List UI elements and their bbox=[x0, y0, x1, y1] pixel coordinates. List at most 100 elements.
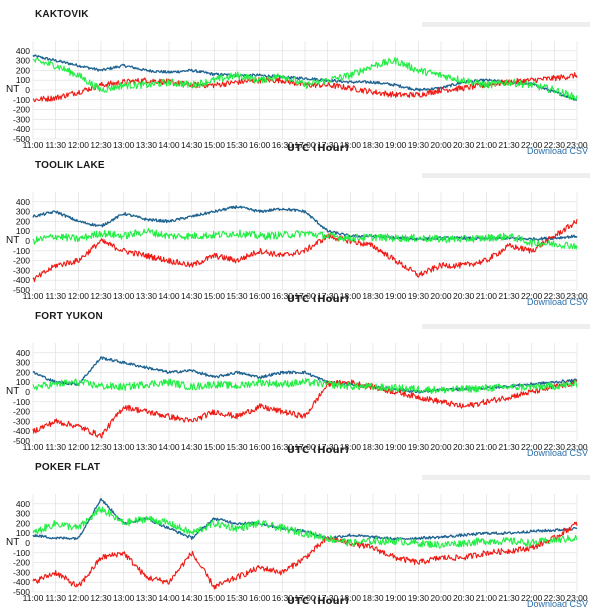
download-csv-link[interactable]: Download CSV bbox=[526, 599, 588, 609]
series-line-green bbox=[32, 56, 578, 101]
x-tick-label: 13:00 bbox=[113, 291, 135, 301]
x-tick-label: 13:30 bbox=[136, 291, 158, 301]
x-tick-label: 17:30 bbox=[317, 140, 339, 150]
series-line-red bbox=[32, 521, 578, 590]
y-tick-label: -200 bbox=[13, 558, 30, 568]
x-tick-label: 17:00 bbox=[294, 140, 316, 150]
x-tick-label: 20:00 bbox=[430, 291, 452, 301]
x-tick-label: 21:00 bbox=[476, 442, 498, 452]
x-tick-label: 15:00 bbox=[204, 442, 226, 452]
y-tick-label: 400 bbox=[16, 197, 30, 207]
y-tick-label: 0 bbox=[25, 538, 30, 548]
x-tick-label: 14:00 bbox=[158, 442, 180, 452]
range-selector[interactable] bbox=[422, 475, 590, 480]
x-tick-label: 15:30 bbox=[226, 593, 248, 603]
y-tick-label: -200 bbox=[13, 105, 30, 115]
x-tick-label: 20:00 bbox=[430, 140, 452, 150]
x-tick-label: 12:00 bbox=[68, 442, 90, 452]
y-tick-label: -400 bbox=[13, 577, 30, 587]
y-tick-label: -500 bbox=[13, 436, 30, 446]
x-tick-label: 13:30 bbox=[136, 140, 158, 150]
y-tick-label: 200 bbox=[16, 518, 30, 528]
x-tick-label: 23:00 bbox=[566, 140, 588, 150]
y-tick-label: 0 bbox=[25, 85, 30, 95]
x-tick-label: 17:00 bbox=[294, 442, 316, 452]
x-tick-label: 11:30 bbox=[45, 593, 66, 603]
x-tick-label: 22:00 bbox=[521, 593, 543, 603]
x-tick-label: 11:30 bbox=[45, 291, 66, 301]
download-csv-link[interactable]: Download CSV bbox=[526, 146, 588, 156]
y-tick-label: 300 bbox=[16, 509, 30, 519]
x-tick-label: 13:00 bbox=[113, 442, 135, 452]
x-tick-label: 13:00 bbox=[113, 140, 135, 150]
x-tick-label: 12:30 bbox=[90, 442, 112, 452]
x-tick-label: 23:00 bbox=[566, 291, 588, 301]
x-tick-label: 11:00 bbox=[23, 140, 44, 150]
x-tick-label: 16:00 bbox=[249, 291, 271, 301]
x-tick-label: 18:00 bbox=[340, 140, 362, 150]
y-tick-label: 100 bbox=[16, 528, 30, 538]
x-tick-label: 19:30 bbox=[408, 140, 430, 150]
y-tick-label: 400 bbox=[16, 499, 30, 509]
download-csv-link[interactable]: Download CSV bbox=[526, 448, 588, 458]
x-tick-label: 17:30 bbox=[317, 442, 339, 452]
series-line-blue bbox=[32, 356, 578, 394]
range-selector[interactable] bbox=[422, 324, 590, 329]
x-tick-label: 16:00 bbox=[249, 140, 271, 150]
y-tick-label: -500 bbox=[13, 134, 30, 144]
x-axis-label: UTC (Hour) bbox=[287, 143, 349, 151]
y-tick-label: -200 bbox=[13, 256, 30, 266]
x-tick-label: 22:00 bbox=[521, 291, 543, 301]
x-tick-label: 14:00 bbox=[158, 140, 180, 150]
x-tick-label: 11:00 bbox=[23, 442, 44, 452]
y-tick-label: -100 bbox=[13, 548, 30, 558]
y-tick-label: -400 bbox=[13, 124, 30, 134]
series-line-green bbox=[32, 378, 578, 394]
y-axis-label: NT bbox=[6, 84, 19, 95]
x-tick-label: 23:00 bbox=[566, 442, 588, 452]
y-tick-label: 100 bbox=[16, 377, 30, 387]
y-tick-label: -500 bbox=[13, 587, 30, 597]
x-tick-label: 19:00 bbox=[385, 140, 407, 150]
x-tick-label: 16:00 bbox=[249, 442, 271, 452]
x-tick-label: 22:30 bbox=[544, 291, 566, 301]
y-tick-label: -300 bbox=[13, 416, 30, 426]
x-tick-label: 15:30 bbox=[226, 442, 248, 452]
chart-panel: KAKTOVIK 400 300 200 100 0 -100 -200 -300 -400 -50… bbox=[0, 0, 606, 156]
range-selector[interactable] bbox=[422, 173, 590, 178]
chart-title: TOOLIK LAKE bbox=[35, 160, 105, 171]
y-axis-label: NT bbox=[6, 386, 19, 397]
y-tick-label: 400 bbox=[16, 348, 30, 358]
x-tick-label: 22:00 bbox=[521, 140, 543, 150]
x-tick-label: 20:30 bbox=[453, 442, 475, 452]
x-axis-label: UTC (Hour) bbox=[287, 294, 349, 302]
x-tick-label: 18:30 bbox=[362, 140, 384, 150]
range-selector[interactable] bbox=[422, 22, 590, 27]
y-tick-label: -100 bbox=[13, 246, 30, 256]
x-tick-label: 12:00 bbox=[68, 291, 90, 301]
x-tick-label: 11:30 bbox=[45, 140, 66, 150]
y-tick-label: -200 bbox=[13, 407, 30, 417]
x-tick-label: 17:00 bbox=[294, 291, 316, 301]
y-tick-label: -300 bbox=[13, 567, 30, 577]
x-tick-label: 17:00 bbox=[294, 593, 316, 603]
x-tick-label: 21:30 bbox=[498, 593, 520, 603]
x-tick-label: 14:00 bbox=[158, 291, 180, 301]
x-tick-label: 19:30 bbox=[408, 593, 430, 603]
x-tick-label: 14:30 bbox=[181, 291, 203, 301]
y-axis-label: NT bbox=[6, 537, 19, 548]
series-line-red bbox=[32, 218, 578, 283]
x-tick-label: 16:30 bbox=[272, 442, 294, 452]
chart-title: KAKTOVIK bbox=[35, 9, 89, 20]
x-tick-label: 14:00 bbox=[158, 593, 180, 603]
x-tick-label: 15:30 bbox=[226, 140, 248, 150]
y-tick-label: 400 bbox=[16, 46, 30, 56]
x-tick-label: 16:00 bbox=[249, 593, 271, 603]
x-tick-label: 20:30 bbox=[453, 593, 475, 603]
download-csv-link[interactable]: Download CSV bbox=[526, 297, 588, 307]
x-axis-label: UTC (Hour) bbox=[287, 596, 349, 604]
x-tick-label: 13:00 bbox=[113, 593, 135, 603]
x-tick-label: 16:30 bbox=[272, 140, 294, 150]
